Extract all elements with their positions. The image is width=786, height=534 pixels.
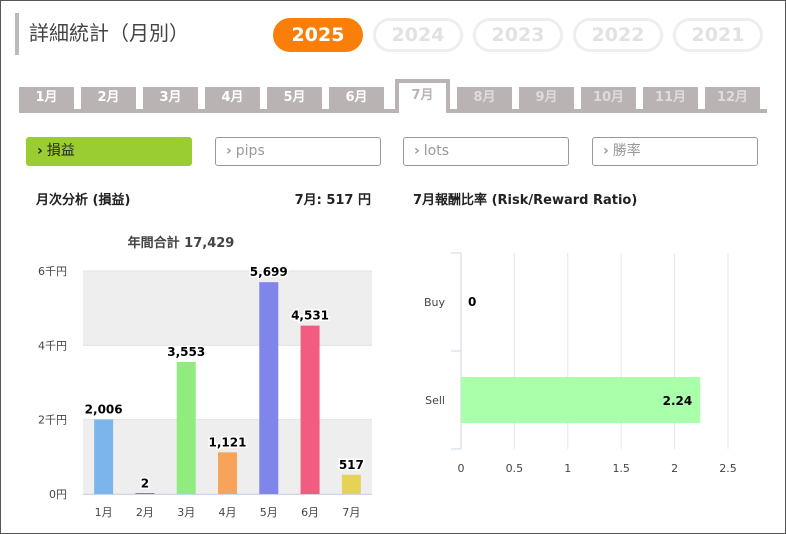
page-title: 詳細統計（月別）	[15, 13, 189, 55]
filter-label: pips	[235, 143, 265, 159]
data-label: 2.24	[663, 394, 693, 408]
filter-pips-button[interactable]: › pips	[215, 137, 381, 166]
data-label: 1,121	[209, 435, 247, 449]
data-label: 4,531	[291, 309, 329, 323]
data-label: 2	[141, 476, 149, 490]
tab-month-3[interactable]: 3月	[143, 87, 198, 109]
x-tick-label: 0	[458, 462, 465, 475]
chart-title: 年間合計 17,429	[128, 235, 235, 251]
chevron-right-icon: ›	[603, 143, 609, 159]
month-summary: 7月: 517 円	[294, 193, 371, 208]
bar	[341, 474, 361, 494]
tab-month-12[interactable]: 12月	[705, 87, 760, 109]
chevron-right-icon: ›	[37, 143, 43, 159]
filter-lots-button[interactable]: › lots	[403, 137, 569, 166]
filter-profit-button[interactable]: › 損益	[26, 137, 192, 166]
year-selector: 2025 2024 2023 2022 2021	[273, 18, 763, 52]
x-tick-label: 3月	[177, 506, 195, 519]
tab-month-1[interactable]: 1月	[19, 87, 74, 109]
y-tick-label: Buy	[424, 296, 446, 309]
bar	[461, 377, 701, 423]
page-title-text: 詳細統計（月別）	[29, 21, 189, 45]
y-tick-label: 4千円	[38, 339, 67, 352]
chevron-right-icon: ›	[414, 143, 420, 159]
bar	[218, 452, 237, 494]
y-tick-label: 2千円	[38, 414, 67, 427]
tab-month-11[interactable]: 11月	[643, 87, 698, 109]
x-tick-label: 2月	[136, 506, 154, 519]
tabs-baseline	[19, 109, 767, 113]
chevron-right-icon: ›	[226, 143, 232, 159]
monthly-pl-chart: 0円 2千円 4千円 6千円 年間合計 17,429 2,006 1月 2 2月 3,553 3月 1…	[38, 235, 372, 519]
year-2021[interactable]: 2021	[673, 18, 763, 52]
year-2023[interactable]: 2023	[473, 18, 563, 52]
data-label: 2,006	[85, 402, 123, 416]
metric-filters: › 損益 › pips › lots › 勝率	[26, 137, 758, 166]
tab-month-6[interactable]: 6月	[329, 87, 384, 109]
x-tick-label: 4月	[219, 506, 237, 519]
x-tick-label: 5月	[260, 506, 278, 519]
tab-month-8[interactable]: 8月	[457, 87, 512, 109]
x-tick-label: 1	[564, 462, 571, 475]
tab-month-10[interactable]: 10月	[581, 87, 636, 109]
grid-band	[83, 271, 372, 346]
tab-month-9[interactable]: 9月	[519, 87, 574, 109]
bar	[300, 325, 320, 494]
month-tabs: 1月 2月 3月 4月 5月 6月 7月 8月 9月 10月 11月 12月	[19, 79, 767, 113]
tab-month-2[interactable]: 2月	[81, 87, 136, 109]
x-tick-label: 7月	[342, 506, 360, 519]
filter-label: 勝率	[612, 143, 641, 159]
x-tick-label: 1.5	[612, 462, 630, 475]
x-tick-label: 2	[671, 462, 678, 475]
y-tick-label: 0円	[49, 488, 67, 501]
data-label: 5,699	[250, 265, 288, 279]
rr-ratio-chart: 0 0.5 1 1.5 2 2.5 Buy 0 Sell 2.24	[424, 252, 737, 475]
data-label: 3,553	[167, 345, 205, 359]
bar	[135, 493, 155, 494]
year-2024[interactable]: 2024	[373, 18, 463, 52]
bar	[94, 419, 114, 494]
filter-winrate-button[interactable]: › 勝率	[592, 137, 758, 166]
x-tick-label: 2.5	[719, 462, 737, 475]
x-tick-label: 6月	[301, 506, 319, 519]
x-tick-label: 1月	[95, 506, 113, 519]
tab-month-4[interactable]: 4月	[205, 87, 260, 109]
year-2022[interactable]: 2022	[573, 18, 663, 52]
y-tick-label: Sell	[425, 394, 445, 407]
data-label: 517	[339, 458, 364, 472]
bar	[259, 282, 279, 494]
filter-label: 損益	[46, 143, 75, 159]
year-2025[interactable]: 2025	[273, 18, 363, 52]
filter-label: lots	[423, 143, 450, 159]
data-label: 0	[468, 295, 476, 309]
monthly-analysis-heading: 月次分析 (損益)	[36, 193, 131, 208]
rr-ratio-heading: 7月報酬比率 (Risk/Reward Ratio)	[413, 193, 638, 208]
y-tick-label: 6千円	[38, 265, 67, 278]
tab-month-5[interactable]: 5月	[267, 87, 322, 109]
x-tick-label: 0.5	[506, 462, 524, 475]
tab-month-7[interactable]: 7月	[395, 79, 450, 113]
bar	[176, 361, 196, 494]
